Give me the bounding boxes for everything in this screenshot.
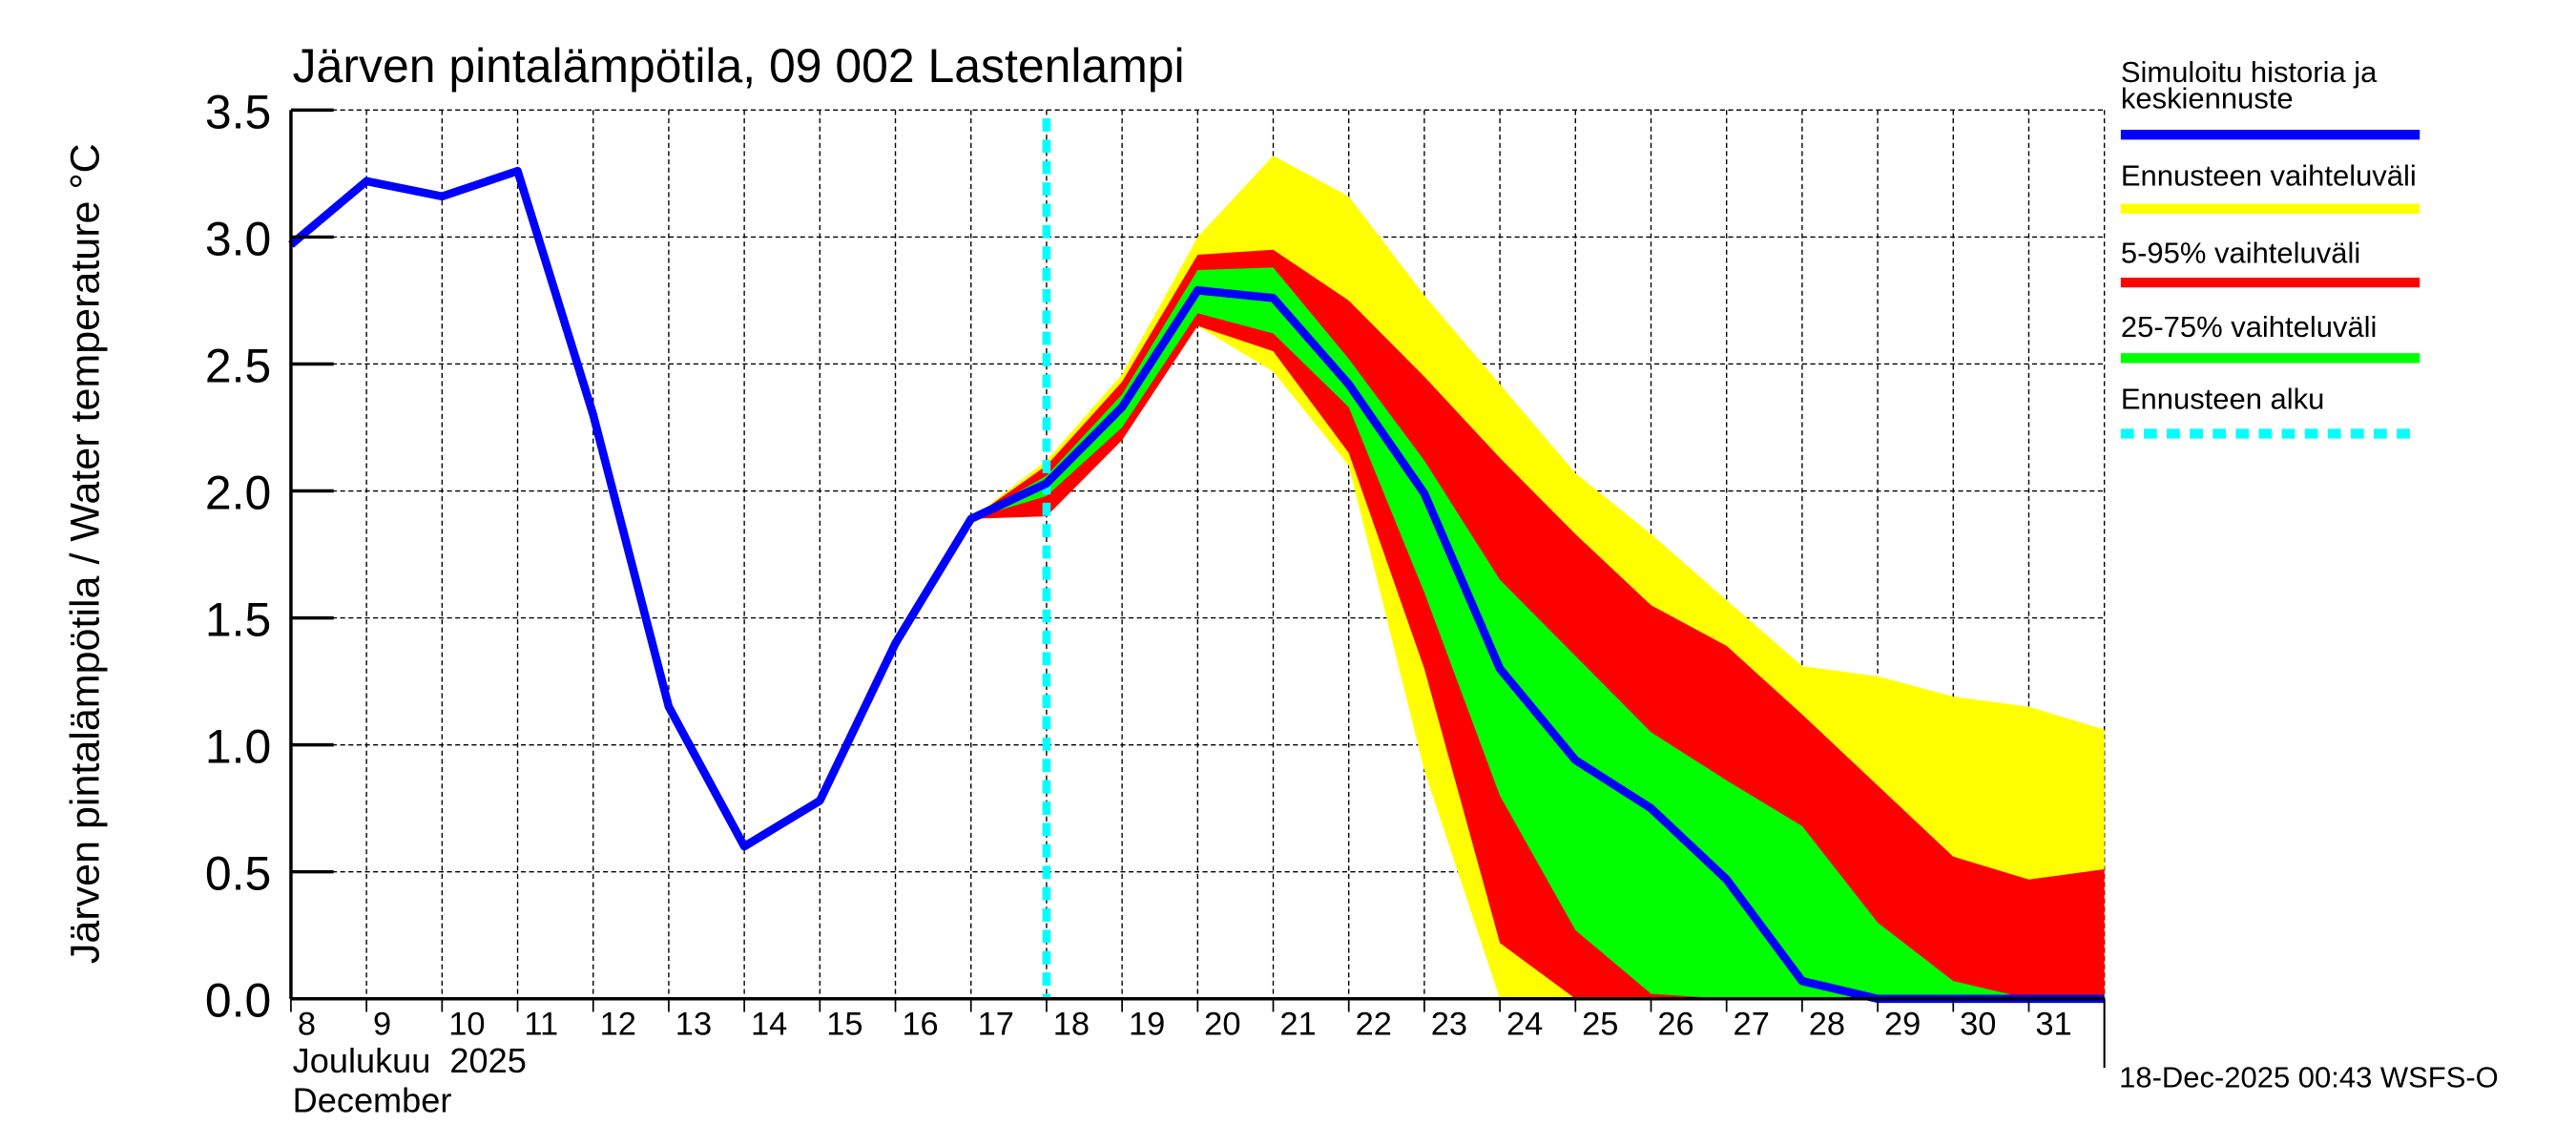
legend-label: Simuloitu historia ja [2121,55,2378,89]
x-tick-label: 28 [1809,1007,1845,1043]
x-tick-label: 17 [978,1007,1014,1043]
x-tick-label: 13 [675,1007,712,1043]
x-tick-label: 21 [1279,1007,1316,1043]
x-tick-label: 23 [1431,1007,1467,1043]
x-axis-label-month-en: December [293,1081,452,1120]
legend-label: 5-95% vaihteluväli [2121,236,2360,269]
x-tick-label: 24 [1506,1007,1543,1043]
x-tick-label: 26 [1657,1007,1693,1043]
x-tick-label: 8 [298,1007,316,1043]
x-tick-label: 16 [902,1007,938,1043]
y-tick-label: 2.5 [205,339,271,392]
y-tick-label: 3.0 [205,212,271,265]
axes: 0.0 0.5 1.0 1.5 2.0 2.5 3.0 3.5 8 9 10 11 12 13 14 15 16… [205,85,2106,1069]
x-axis-label-month: Joulukuu 2025 [293,1041,527,1080]
x-tick-label: 9 [373,1007,391,1043]
x-tick-label: 29 [1884,1007,1921,1043]
x-tick-label: 14 [751,1007,787,1043]
x-tick-label: 19 [1129,1007,1165,1043]
lines [288,117,2105,1004]
footer-timestamp: 18-Dec-2025 00:43 WSFS-O [2119,1061,2499,1094]
legend-label: keskiennuste [2121,82,2294,115]
x-tick-label: 18 [1053,1007,1090,1043]
x-tick-label: 11 [524,1007,558,1043]
x-tick-label: 31 [2035,1007,2071,1043]
legend-label: Ennusteen alku [2121,383,2325,416]
y-tick-label: 2.0 [205,466,271,519]
chart-title: Järven pintalämpötila, 09 002 Lastenlamp… [293,39,1185,93]
x-tick-label: 30 [1960,1007,1996,1043]
x-tick-label: 12 [600,1007,636,1043]
y-axis-label: Järven pintalämpötila / Water temperatur… [63,143,109,964]
legend-label: Ennusteen vaihteluväli [2121,159,2417,193]
x-tick-label: 27 [1734,1007,1770,1043]
x-tick-label: 20 [1204,1007,1240,1043]
y-tick-label: 3.5 [205,85,271,138]
y-tick-label: 1.5 [205,593,271,647]
y-tick-label: 0.5 [205,847,271,901]
y-tick-label: 1.0 [205,720,271,774]
y-tick-label: 0.0 [205,974,271,1028]
legend-label: 25-75% vaihteluväli [2121,310,2378,344]
x-tick-label: 22 [1356,1007,1392,1043]
band-25-75-vaihteluv-li [970,267,2105,999]
x-tick-label: 15 [826,1007,862,1043]
bands [970,156,2105,999]
x-tick-label: 10 [448,1007,485,1043]
x-tick-label: 25 [1582,1007,1618,1043]
